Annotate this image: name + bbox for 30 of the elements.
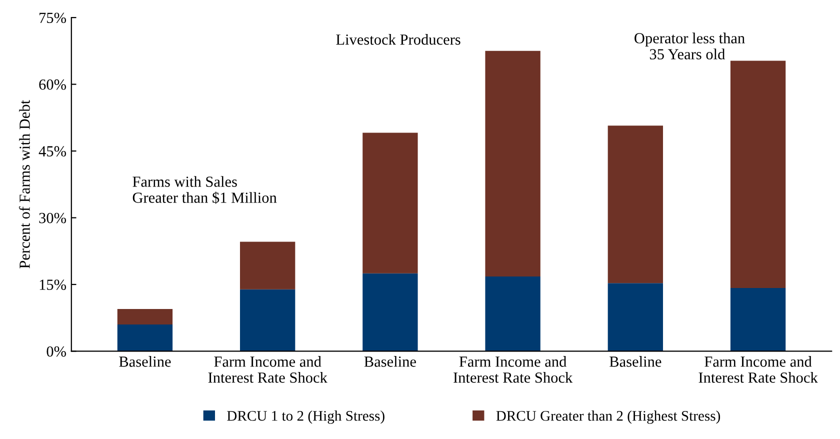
annotation: Livestock Producers [336,34,460,45]
bar [730,60,786,288]
y-tick-label: 45% [38,146,66,157]
bar [117,308,173,325]
bar [240,289,296,352]
x-tick-label: Farm Income and Interest Rate Shock [208,356,328,383]
y-tick-label: 60% [39,79,66,90]
y-tick-label: 75% [40,12,66,24]
bar [362,132,418,274]
bar [485,50,540,276]
bar [485,276,540,352]
legend-label: DRCU 1 to 2 (High Stress) [227,410,384,424]
y-tick-label: 0% [46,346,66,357]
y-axis-title: Percent of Farms with Debt [18,100,30,268]
y-tick-label: 15% [40,280,66,290]
x-tick-label: Baseline [610,356,662,367]
annotation: Operator less than 35 Years old [634,32,745,60]
legend-label: DRCU Greater than 2 (Highest Stress) [496,410,720,424]
bar [240,242,296,290]
y-tick-label: 30% [39,212,66,224]
bar [362,273,418,352]
x-tick-label: Baseline [119,356,171,367]
bar [117,324,173,352]
x-tick-label: Farm Income and Interest Rate Shock [698,356,818,383]
bar [730,288,786,352]
bar [608,126,664,284]
annotation: Farms with Sales Greater than $1 Million [132,176,277,204]
x-tick-label: Baseline [364,356,416,367]
bar [608,283,664,352]
x-tick-label: Farm Income and Interest Rate Shock [454,356,573,383]
